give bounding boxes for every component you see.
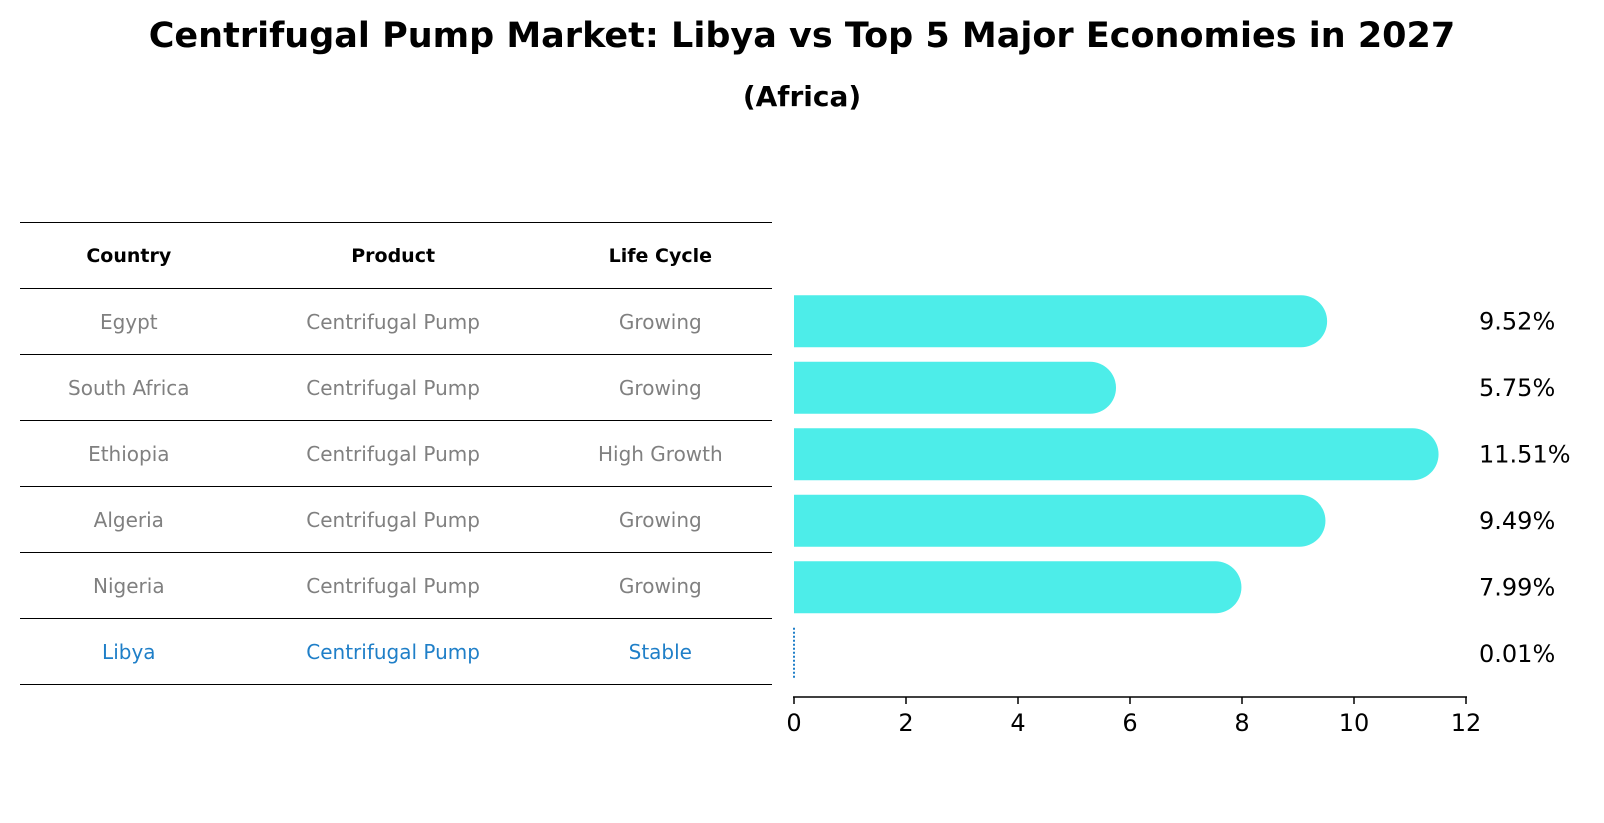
data-label: 9.52%	[1479, 307, 1555, 335]
header-country: Country	[20, 222, 238, 289]
cell-country: Nigeria	[20, 552, 238, 619]
cell-life-cycle: High Growth	[548, 420, 772, 487]
cell-product: Centrifugal Pump	[237, 618, 549, 685]
cell-country: Egypt	[20, 288, 238, 355]
x-tick-label: 0	[786, 709, 801, 737]
x-tick-label: 4	[1010, 709, 1025, 737]
bar-egypt	[794, 295, 1328, 348]
bar-algeria	[794, 494, 1326, 547]
cell-product: Centrifugal Pump	[237, 354, 549, 421]
x-tick-label: 12	[1451, 709, 1482, 737]
cell-country: South Africa	[20, 354, 238, 421]
table-header-row: Country Product Life Cycle	[20, 222, 772, 289]
data-label: 11.51%	[1479, 440, 1571, 468]
table-row: Ethiopia Centrifugal Pump High Growth	[20, 420, 772, 487]
data-label: 7.99%	[1479, 573, 1555, 601]
bar-nigeria	[794, 561, 1242, 614]
x-tick-label: 8	[1234, 709, 1249, 737]
data-label: 0.01%	[1479, 640, 1555, 668]
cell-product: Centrifugal Pump	[237, 420, 549, 487]
x-tick-label: 2	[898, 709, 913, 737]
cell-life-cycle: Growing	[548, 552, 772, 619]
cell-country: Ethiopia	[20, 420, 238, 487]
table-row: South Africa Centrifugal Pump Growing	[20, 354, 772, 421]
cell-product: Centrifugal Pump	[237, 552, 549, 619]
cell-life-cycle: Stable	[548, 618, 772, 685]
cell-life-cycle: Growing	[548, 354, 772, 421]
header-life-cycle: Life Cycle	[548, 222, 772, 289]
table-row: Egypt Centrifugal Pump Growing	[20, 288, 772, 355]
chart-subtitle: (Africa)	[742, 80, 862, 113]
table-row: Algeria Centrifugal Pump Growing	[20, 486, 772, 553]
cell-product: Centrifugal Pump	[237, 486, 549, 553]
table-row: Nigeria Centrifugal Pump Growing	[20, 552, 772, 619]
header-product: Product	[237, 222, 549, 289]
bar-ethiopia	[794, 428, 1439, 481]
chart-title: Centrifugal Pump Market: Libya vs Top 5 …	[148, 16, 1456, 56]
x-tick-label: 6	[1122, 709, 1137, 737]
cell-country: Libya	[20, 618, 238, 685]
cell-product: Centrifugal Pump	[237, 288, 549, 355]
table-row-highlighted: Libya Centrifugal Pump Stable	[20, 618, 772, 685]
x-tick-label: 10	[1339, 709, 1370, 737]
data-label: 5.75%	[1479, 374, 1555, 402]
market-table: Country Product Life Cycle Egypt Centrif…	[20, 222, 772, 685]
cell-life-cycle: Growing	[548, 486, 772, 553]
cell-life-cycle: Growing	[548, 288, 772, 355]
bar-south-africa	[794, 361, 1116, 414]
cell-country: Algeria	[20, 486, 238, 553]
data-label: 9.49%	[1479, 507, 1555, 535]
